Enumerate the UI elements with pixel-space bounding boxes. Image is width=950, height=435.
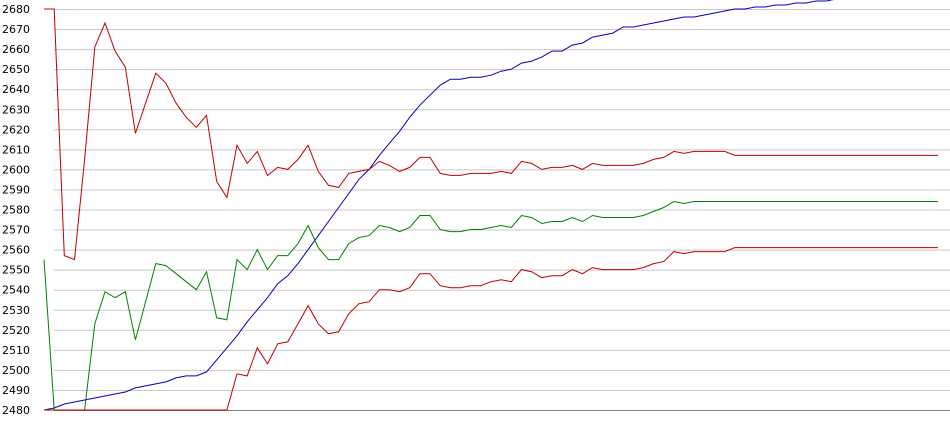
series-lines — [43, 0, 938, 411]
y-tick-label: 2570 — [2, 224, 30, 237]
y-tick-label: 2540 — [2, 284, 30, 297]
y-tick-labels: 2480 2490 2500 2510 2520 2530 2540 2550 2560 2570… — [2, 3, 30, 417]
y-tick-label: 2600 — [2, 163, 30, 176]
y-tick-label: 2620 — [2, 123, 30, 136]
y-tick-label: 2480 — [2, 404, 30, 417]
series-line-1 — [43, 0, 834, 411]
y-tick-label: 2640 — [2, 83, 30, 96]
y-tick-label: 2680 — [2, 3, 30, 16]
y-tick-label: 2650 — [2, 63, 30, 76]
series-line-3 — [43, 200, 938, 411]
y-tick-label: 2510 — [2, 344, 30, 357]
y-tick-label: 2560 — [2, 244, 30, 257]
y-tick-label: 2610 — [2, 143, 30, 156]
y-tick-label: 2660 — [2, 43, 30, 56]
series-line-4 — [44, 247, 938, 411]
y-tick-label: 2630 — [2, 103, 30, 116]
y-tick-label: 2530 — [2, 304, 30, 317]
y-tick-label: 2520 — [2, 324, 30, 337]
y-tick-label: 2590 — [2, 183, 30, 196]
y-tick-label: 2670 — [2, 23, 30, 36]
grid-lines — [54, 9, 950, 411]
y-tick-label: 2550 — [2, 264, 30, 277]
y-tick-label: 2580 — [2, 204, 30, 217]
y-tick-label: 2500 — [2, 364, 30, 377]
series-line-2 — [44, 8, 938, 261]
y-tick-label: 2490 — [2, 384, 30, 397]
